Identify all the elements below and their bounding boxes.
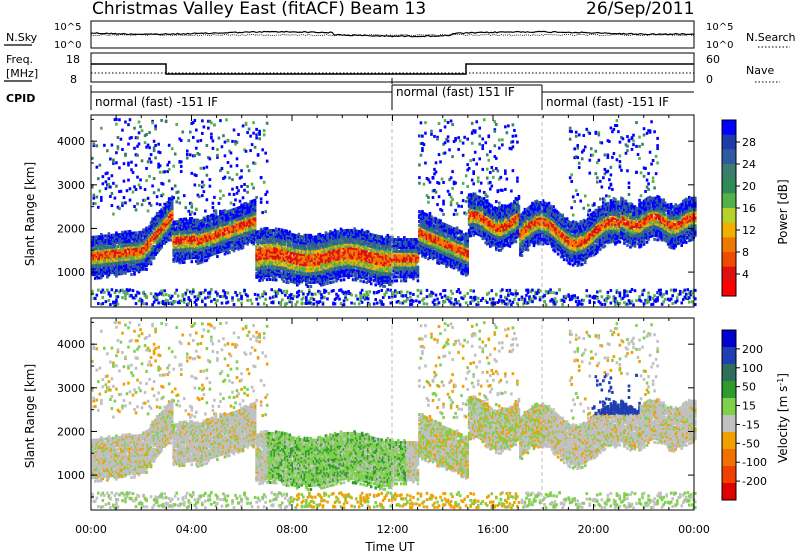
velocity-data xyxy=(91,320,697,510)
power-data xyxy=(91,117,697,307)
cpid-segment-2: normal (fast) 151 IF xyxy=(396,85,515,99)
nave-tick-bottom: 0 xyxy=(706,73,713,86)
colorbar-swatch xyxy=(722,237,736,253)
colorbar-swatch xyxy=(722,149,736,165)
freq-trace xyxy=(91,63,694,75)
colorbar-tick: -15 xyxy=(742,418,760,431)
colorbar-swatch xyxy=(722,252,736,268)
time-x-axis: 00:00 04:00 08:00 12:00 16:00 20:00 00:00 xyxy=(75,523,710,536)
freq-label: Freq. xyxy=(6,53,33,66)
power-colorbar: 4 8 12 16 20 24 28 xyxy=(721,119,756,297)
nsky-trace xyxy=(91,30,695,38)
power-colorbar-label: Power [dB] xyxy=(776,179,790,244)
x-tick-label: 20:00 xyxy=(578,523,610,536)
colorbar-swatch xyxy=(722,222,736,238)
colorbar-tick: 4 xyxy=(742,268,749,281)
colorbar-tick: 200 xyxy=(742,343,763,356)
y-tick-label: 1000 xyxy=(57,469,85,482)
cpid-segment-1: normal (fast) -151 IF xyxy=(95,95,218,109)
nave-tick-top: 60 xyxy=(706,53,720,66)
y-tick-label: 4000 xyxy=(57,338,85,351)
colorbar-swatch xyxy=(722,432,736,450)
y-tick-label: 3000 xyxy=(57,382,85,395)
colorbar-tick: -50 xyxy=(742,437,760,450)
colorbar-swatch xyxy=(722,449,736,467)
colorbar-tick: -200 xyxy=(742,475,767,488)
plot-title: Christmas Valley East (fitACF) xyxy=(92,0,345,19)
colorbar-tick: -100 xyxy=(742,456,767,469)
colorbar-swatch xyxy=(722,466,736,484)
colorbar-swatch xyxy=(722,164,736,180)
y-tick-label: 3000 xyxy=(57,179,85,192)
colorbar-tick: 24 xyxy=(742,158,756,171)
velocity-panel: 1000 2000 3000 4000 Slant Range [km] 200 100… xyxy=(23,317,790,554)
x-tick-label: 16:00 xyxy=(477,523,509,536)
colorbar-tick: 50 xyxy=(742,381,756,394)
colorbar-swatch xyxy=(722,415,736,433)
freq-tick-bottom: 8 xyxy=(70,73,77,86)
freq-unit-label: [MHz] xyxy=(6,67,38,80)
colorbar-swatch xyxy=(722,178,736,194)
colorbar-tick: 28 xyxy=(742,136,756,149)
nsearch-trace xyxy=(90,33,695,37)
colorbar-swatch xyxy=(722,134,736,150)
y-tick-label: 4000 xyxy=(57,135,85,148)
x-tick-label: 04:00 xyxy=(176,523,208,536)
velocity-colorbar: 200 100 50 15 -15 -50 -100 -200 xyxy=(721,329,767,501)
cpid-panel: CPID normal (fast) -151 IF normal (fast)… xyxy=(6,84,694,110)
colorbar-tick: 12 xyxy=(742,224,756,237)
time-x-label: Time UT xyxy=(364,540,415,554)
colorbar-swatch xyxy=(722,330,736,348)
y-tick-label: 1000 xyxy=(57,266,85,279)
nsearch-tick-bottom: 10^0 xyxy=(706,40,733,51)
freq-panel: Freq. [MHz] 18 8 60 0 Nave xyxy=(4,52,780,86)
velocity-y-axis: 1000 2000 3000 4000 xyxy=(57,318,695,510)
colorbar-tick: 16 xyxy=(742,202,756,215)
velocity-y-label: Slant Range [km] xyxy=(23,364,37,468)
colorbar-swatch xyxy=(722,364,736,382)
power-y-axis: 1000 2000 3000 4000 xyxy=(57,115,695,307)
colorbar-swatch xyxy=(722,398,736,416)
x-tick-label: 00:00 xyxy=(678,523,710,536)
colorbar-swatch xyxy=(722,193,736,209)
y-tick-label: 2000 xyxy=(57,425,85,438)
nsky-label: N.Sky xyxy=(6,31,38,44)
nsearch-label: N.Search xyxy=(746,31,796,44)
colorbar-swatch xyxy=(722,208,736,224)
x-tick-label: 12:00 xyxy=(377,523,409,536)
freq-tick-top: 18 xyxy=(66,53,80,66)
colorbar-tick: 8 xyxy=(742,246,749,259)
nsearch-tick-top: 10^5 xyxy=(706,22,733,33)
colorbar-swatch xyxy=(722,381,736,399)
x-tick-label: 00:00 xyxy=(75,523,107,536)
date-label: 26/Sep/2011 xyxy=(586,0,694,19)
power-y-label: Slant Range [km] xyxy=(23,162,37,266)
colorbar-swatch xyxy=(722,483,736,501)
beam-label: Beam 13 xyxy=(350,0,426,19)
cpid-label: CPID xyxy=(6,92,35,105)
colorbar-swatch xyxy=(722,266,736,282)
colorbar-swatch xyxy=(722,281,736,297)
velocity-colorbar-label: Velocity [m s-1] xyxy=(776,373,790,463)
colorbar-swatch xyxy=(722,347,736,365)
colorbar-tick: 15 xyxy=(742,400,756,413)
power-panel: 1000 2000 3000 4000 Slant Range [km] 4 8 12 16… xyxy=(23,114,790,308)
nave-label: Nave xyxy=(746,64,774,77)
colorbar-swatch xyxy=(722,120,736,136)
x-tick-label: 08:00 xyxy=(276,523,308,536)
colorbar-tick: 100 xyxy=(742,362,763,375)
nsky-tick-bottom: 10^0 xyxy=(54,40,81,51)
nsky-tick-top: 10^5 xyxy=(54,22,81,33)
colorbar-tick: 20 xyxy=(742,180,756,193)
y-tick-label: 2000 xyxy=(57,222,85,235)
nsky-panel: N.Sky 10^5 10^0 10^5 10^0 N.Search xyxy=(4,20,796,51)
cpid-segment-3: normal (fast) -151 IF xyxy=(546,95,669,109)
